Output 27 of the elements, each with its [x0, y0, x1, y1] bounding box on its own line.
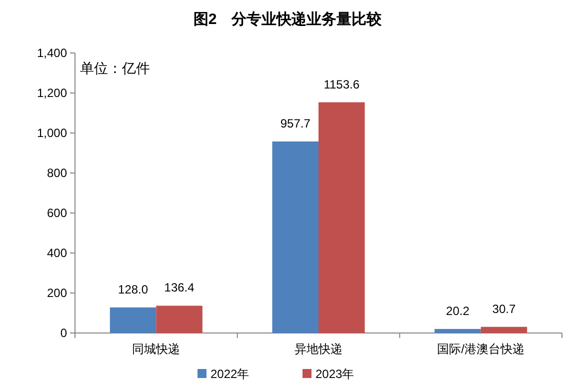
data-label: 1153.6: [324, 77, 360, 92]
annotation: 单位：亿件: [80, 60, 150, 76]
y-tick-label: 800: [46, 166, 68, 180]
y-tick-label: 400: [46, 246, 68, 260]
y-tick-label: 600: [46, 206, 68, 220]
x-tick-label: 国际/港澳台快递: [437, 342, 525, 356]
data-label: 136.4: [164, 280, 195, 295]
legend-label: 2023年: [316, 367, 354, 381]
bar: [110, 307, 156, 333]
bar: [156, 306, 202, 333]
chart-title: 图2 分专业快递业务量比较: [193, 10, 383, 28]
legend-label: 2022年: [210, 367, 250, 381]
data-label: 30.7: [492, 302, 516, 316]
x-tick-label: 异地快递: [294, 342, 342, 356]
x-tick-label: 同城快递: [132, 342, 180, 356]
y-tick-label: 1,000: [36, 126, 68, 140]
bar: [434, 328, 481, 333]
bar: [318, 102, 365, 333]
y-tick-label: 0: [60, 326, 68, 340]
bar: [272, 141, 318, 333]
y-tick-label: 1,400: [36, 46, 68, 60]
data-label: 20.2: [446, 304, 470, 318]
y-tick-label: 1,200: [36, 86, 68, 100]
data-label: 957.7: [280, 116, 311, 130]
y-tick-label: 200: [46, 286, 68, 300]
bar: [480, 326, 528, 333]
data-label: 128.0: [118, 282, 148, 296]
